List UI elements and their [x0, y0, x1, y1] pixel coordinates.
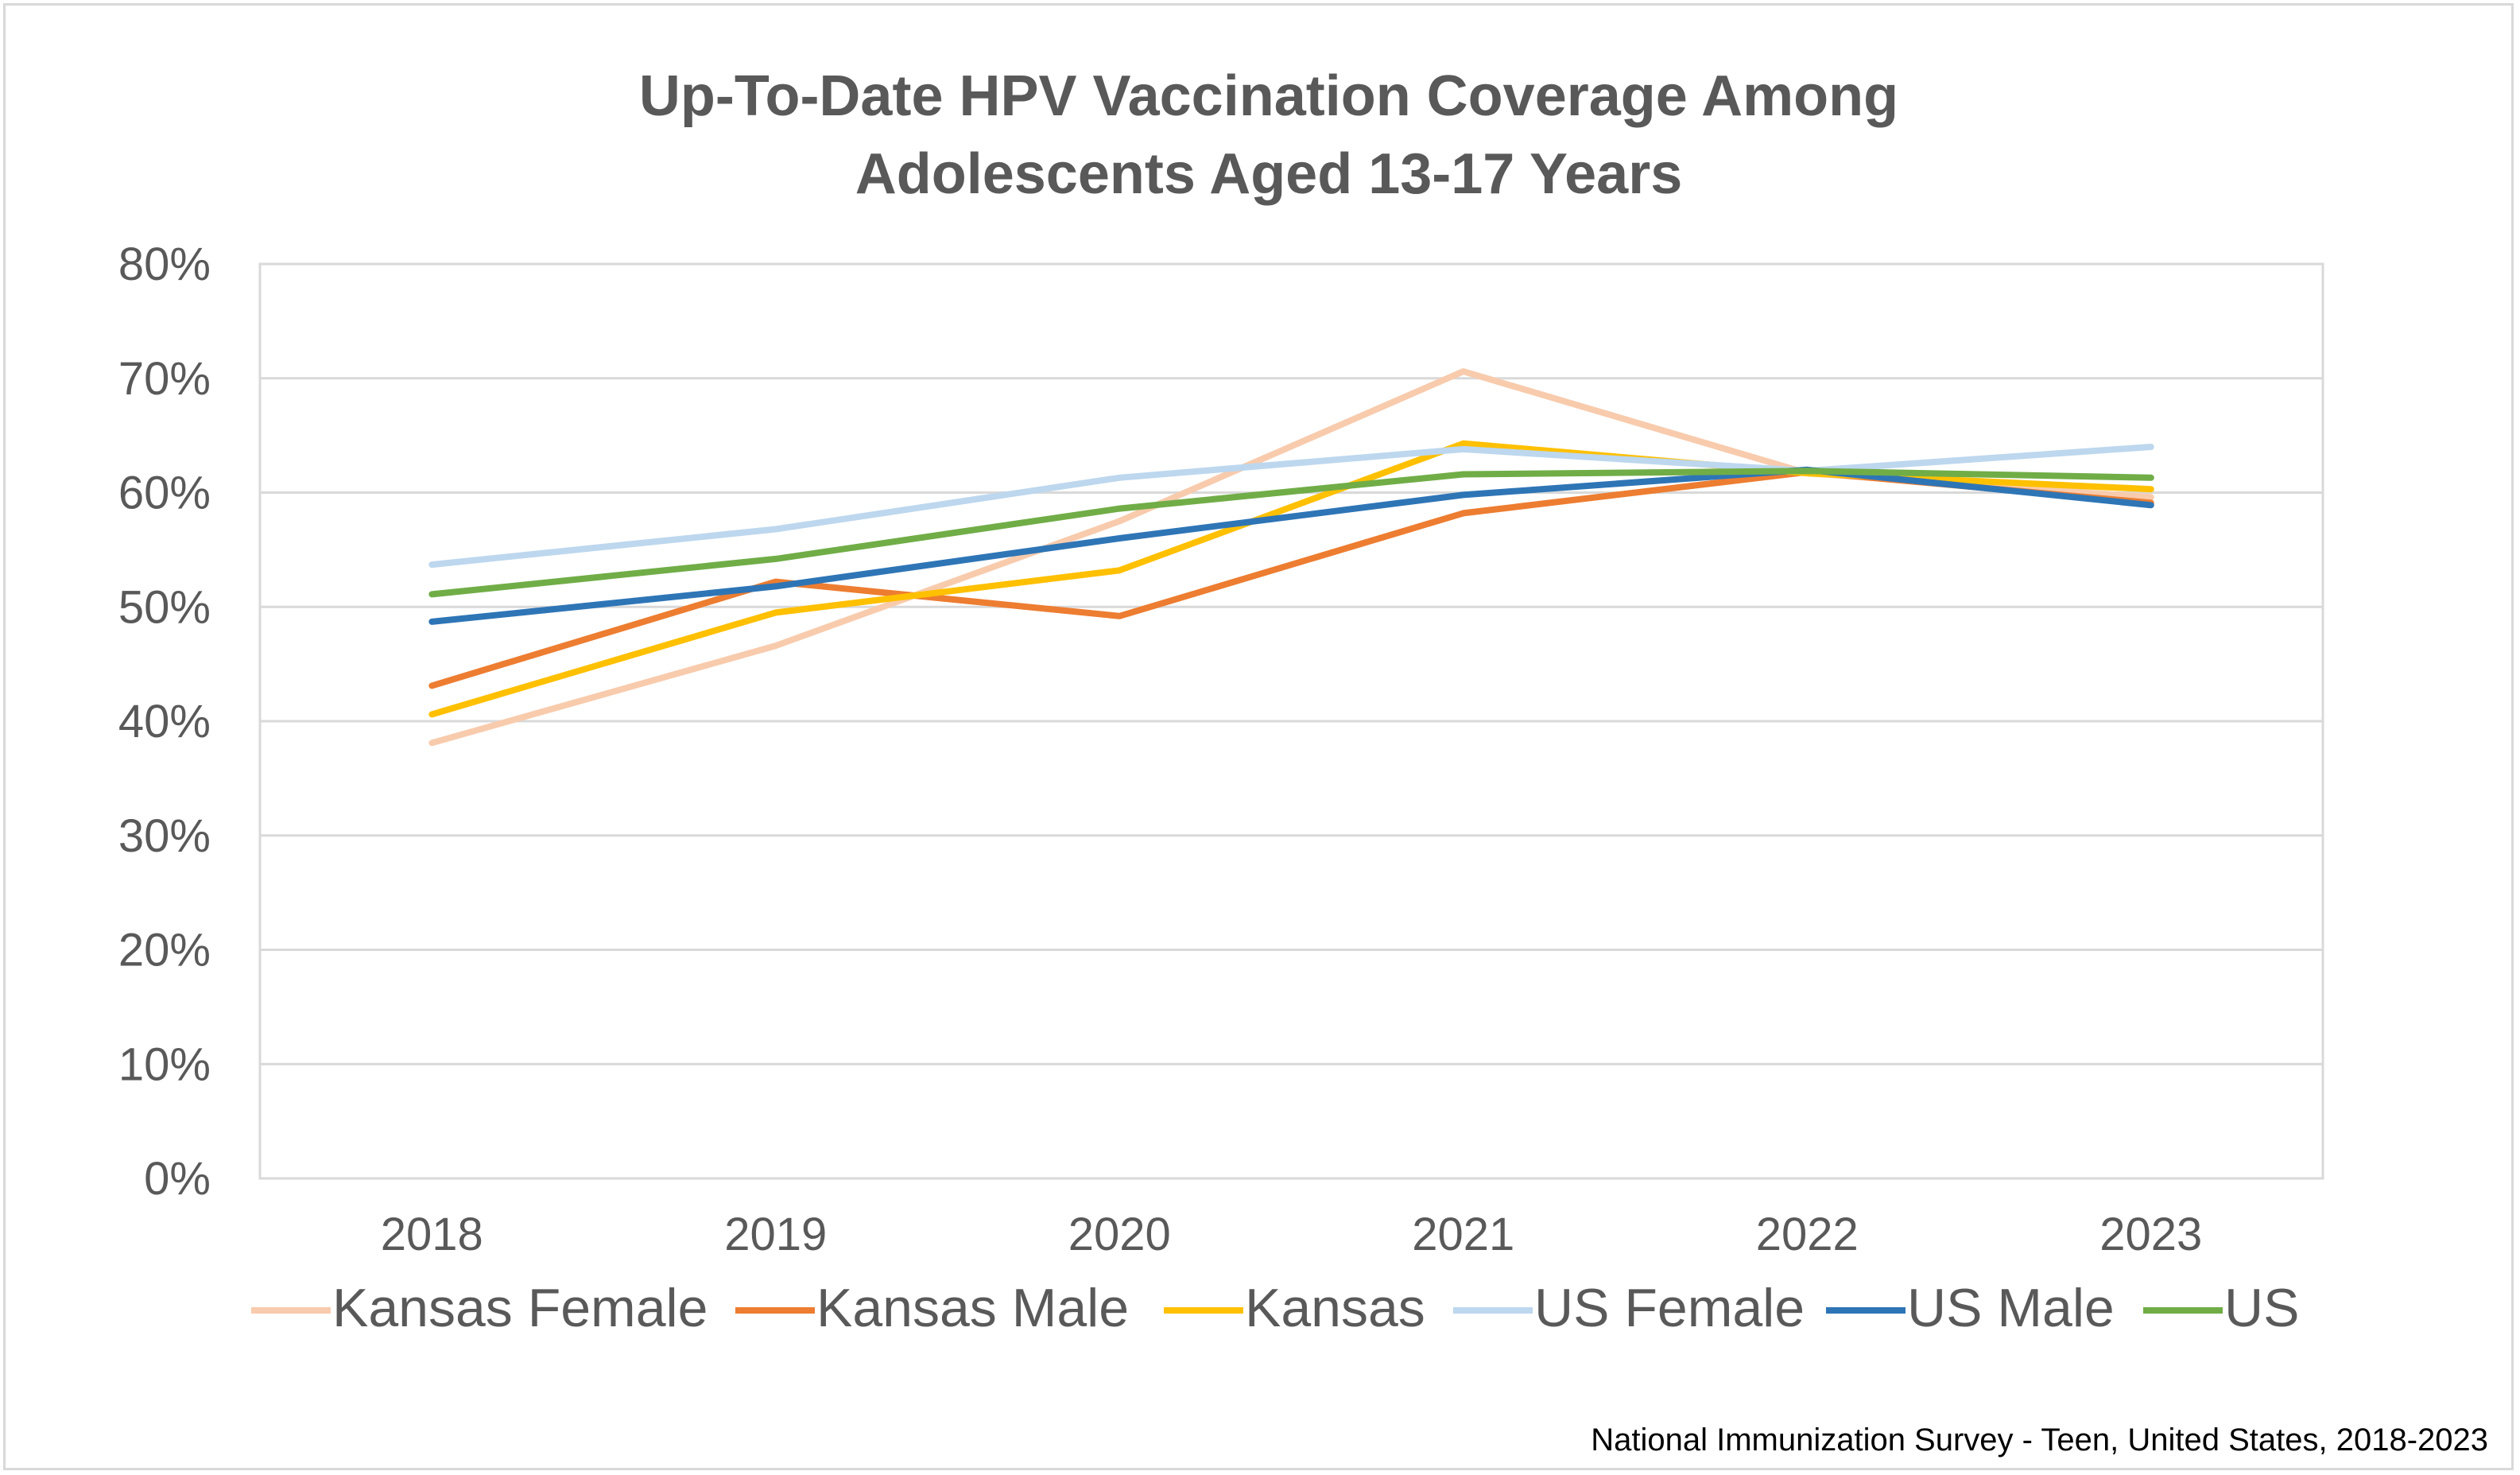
y-tick-label: 30% [118, 810, 211, 862]
y-tick-label: 80% [118, 239, 211, 290]
y-axis-ticks: 0% 10% 20% 30% 40% 50% 60% 70% 80% [118, 239, 211, 1205]
chart-title-line-1: Up-To-Date HPV Vaccination Coverage Amon… [639, 64, 1898, 128]
legend-item: Kansas Male [735, 1278, 1129, 1338]
series-line-kansas [428, 440, 2154, 718]
x-axis-ticks: 2018 2019 2020 2021 2022 2023 [381, 1209, 2203, 1260]
chart-title-line-2: Adolescents Aged 13-17 Years [855, 142, 1683, 206]
plot-area-border [258, 262, 2324, 1180]
x-tick-label: 2018 [381, 1209, 483, 1260]
y-tick-label: 50% [118, 581, 211, 633]
x-tick-label: 2022 [1756, 1209, 1859, 1260]
series-line-us-female [428, 444, 2154, 569]
x-tick-label: 2019 [724, 1209, 827, 1260]
y-tick-label: 60% [118, 468, 211, 519]
legend-label: Kansas Female [332, 1278, 708, 1338]
legend-item: Kansas Female [251, 1278, 708, 1338]
legend: Kansas Female Kansas Male Kansas US Female U… [251, 1278, 2299, 1338]
series-line-kansas-female [428, 368, 2154, 747]
legend-label: US [2224, 1278, 2299, 1338]
x-tick-label: 2023 [2099, 1209, 2202, 1260]
y-tick-label: 20% [118, 925, 211, 976]
series-line-us-male [428, 466, 2154, 625]
y-tick-label: 0% [144, 1153, 211, 1205]
legend-item: US [2143, 1278, 2299, 1338]
y-tick-label: 40% [118, 696, 211, 747]
y-tick-label: 70% [118, 353, 211, 405]
legend-item: Kansas [1164, 1278, 1425, 1338]
source-note: National Immunization Survey - Teen, Uni… [1591, 1423, 2488, 1458]
legend-item: US Female [1453, 1278, 1805, 1338]
series-lines [428, 368, 2154, 747]
legend-label: Kansas Male [816, 1278, 1129, 1338]
x-tick-label: 2021 [1412, 1209, 1514, 1260]
x-tick-label: 2020 [1068, 1209, 1171, 1260]
series-line-us [428, 468, 2154, 598]
legend-label: Kansas [1245, 1278, 1425, 1338]
legend-label: US Female [1534, 1278, 1805, 1338]
legend-item: US Male [1826, 1278, 2115, 1338]
chart-frame [3, 3, 2514, 1470]
y-tick-label: 10% [118, 1038, 211, 1090]
legend-label: US Male [1907, 1278, 2115, 1338]
